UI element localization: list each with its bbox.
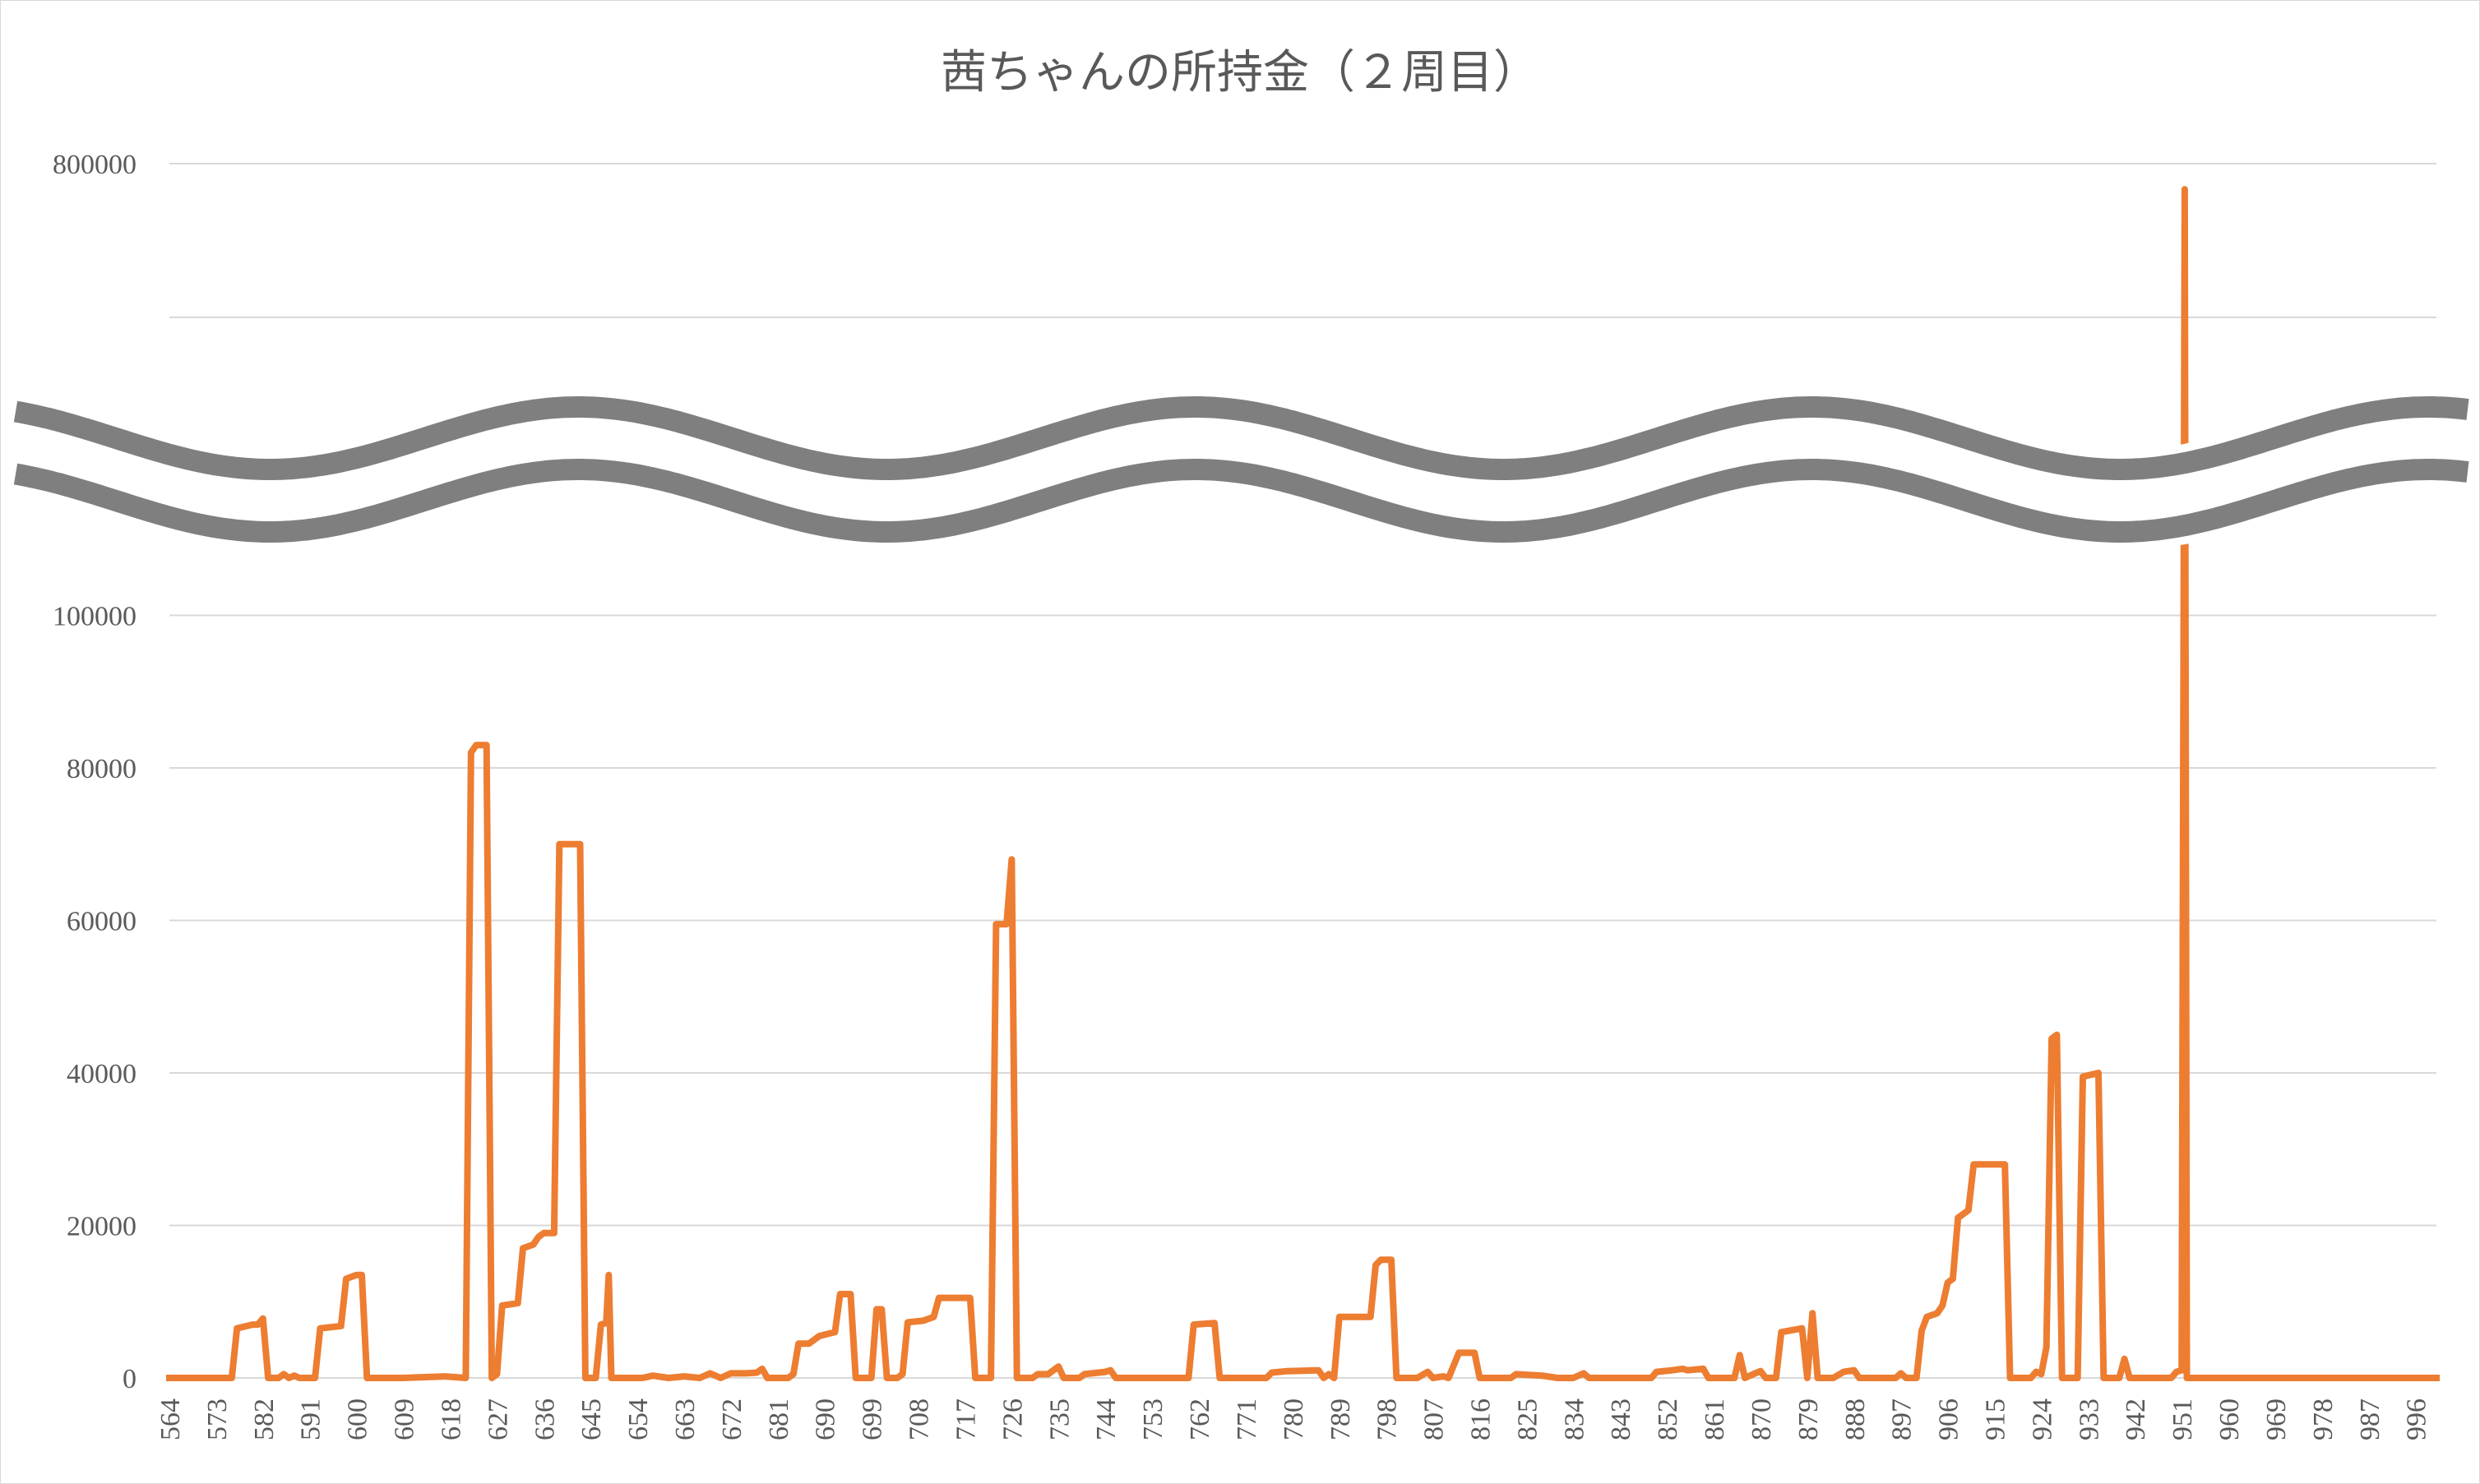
x-tick-label: 942 [2121,1398,2151,1440]
x-tick-label: 681 [764,1398,794,1440]
x-tick-label: 744 [1091,1398,1122,1440]
x-tick-label: 933 [2074,1398,2104,1440]
x-tick-label: 843 [1606,1398,1636,1440]
x-tick-label: 636 [530,1398,560,1440]
x-tick-label: 762 [1185,1398,1215,1440]
break-wave-lower [13,459,2469,543]
x-tick-label: 591 [296,1398,326,1440]
break-wave-upper [13,396,2469,480]
break-gap [7,389,2473,550]
x-tick-label: 924 [2027,1398,2057,1440]
x-tick-label: 735 [1044,1398,1075,1440]
x-tick-label: 825 [1512,1398,1543,1440]
x-tick-label: 645 [576,1398,607,1440]
x-tick-label: 897 [1887,1398,1918,1440]
x-tick-label: 798 [1372,1398,1403,1440]
x-tick-label: 816 [1465,1398,1496,1440]
y-tick-label: 20000 [67,1212,136,1242]
x-tick-label: 690 [811,1398,841,1440]
x-tick-label: 807 [1419,1398,1450,1440]
x-tick-label: 771 [1232,1398,1262,1440]
x-tick-label: 717 [951,1398,981,1440]
x-tick-label: 672 [717,1398,747,1440]
x-tick-label: 996 [2402,1398,2432,1440]
x-tick-label: 627 [483,1398,513,1440]
x-tick-label: 915 [1981,1398,2011,1440]
x-tick-label: 861 [1700,1398,1730,1440]
y-tick-label: 100000 [53,602,136,632]
x-tick-label: 609 [390,1398,420,1440]
x-tick-label: 888 [1840,1398,1871,1440]
y-tick-label: 80000 [67,754,136,784]
x-tick-label: 969 [2261,1398,2292,1440]
axis-break [7,389,2473,550]
x-tick-label: 699 [858,1398,888,1440]
x-tick-label: 852 [1653,1398,1683,1440]
y-tick-label: 0 [123,1364,136,1394]
x-tick-label: 879 [1793,1398,1824,1440]
x-tick-label: 780 [1279,1398,1309,1440]
x-tick-label: 564 [155,1398,186,1440]
x-tick-label: 960 [2214,1398,2245,1440]
x-tick-label: 951 [2168,1398,2198,1440]
x-tick-label: 600 [343,1398,373,1440]
x-tick-label: 789 [1326,1398,1356,1440]
x-tick-label: 708 [905,1398,935,1440]
x-tick-label: 582 [249,1398,280,1440]
x-tick-label: 987 [2355,1398,2385,1440]
chart-title: 茜ちゃんの所持金（２周目） [941,46,1539,99]
x-tick-label: 870 [1747,1398,1777,1440]
x-tick-label: 726 [997,1398,1028,1440]
series-line [166,186,2440,1381]
y-tick-label: 800000 [53,150,136,180]
x-tick-label: 663 [670,1398,701,1440]
x-tick-label: 753 [1138,1398,1168,1440]
x-tick-label: 654 [623,1398,654,1440]
x-tick-label: 906 [1934,1398,1964,1440]
x-tick-label: 573 [202,1398,233,1440]
y-tick-label: 40000 [67,1059,136,1089]
y-tick-label: 60000 [67,907,136,937]
x-tick-label: 978 [2308,1398,2339,1440]
x-tick-label: 618 [436,1398,466,1440]
x-tick-label: 834 [1559,1398,1589,1440]
